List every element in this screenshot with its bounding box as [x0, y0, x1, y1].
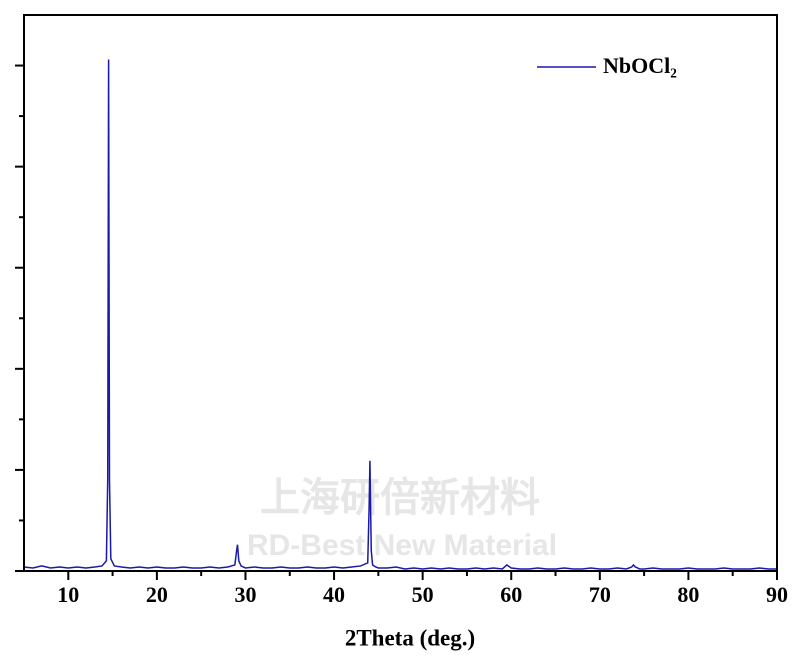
data-line [23, 59, 777, 570]
x-tick-label: 70 [589, 582, 611, 607]
x-axis-title: 2Theta (deg.) [345, 625, 475, 650]
watermark: 上海研倍新材料 [260, 475, 540, 521]
x-tick-label: 50 [412, 582, 434, 607]
x-tick-label: 90 [766, 582, 788, 607]
x-tick-label: 20 [146, 582, 168, 607]
x-tick-label: 60 [500, 582, 522, 607]
x-tick-label: 10 [57, 582, 79, 607]
legend-label: NbOCl₂ [603, 53, 677, 78]
watermark: RD-Best New Material [247, 529, 557, 562]
x-tick-label: 40 [323, 582, 345, 607]
x-tick-label: 80 [677, 582, 699, 607]
plot-frame [23, 14, 778, 572]
x-tick-label: 30 [234, 582, 256, 607]
